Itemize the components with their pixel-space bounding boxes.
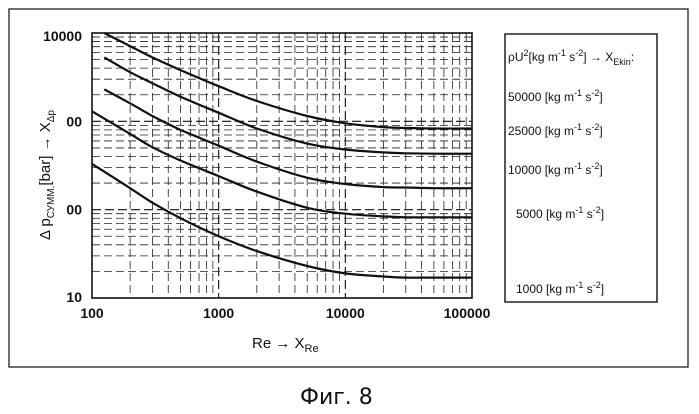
x-axis-label: Re → XRe [252, 335, 319, 355]
y-tick-label: 00 [66, 113, 82, 129]
legend-entry-25000: 25000 [kg m-1 s-2] [508, 122, 603, 138]
x-tick-label: 100 [80, 305, 104, 321]
legend-entry-10000: 10000 [kg m-1 s-2] [508, 161, 603, 177]
series-line-1 [104, 57, 472, 153]
y-tick-label: 10 [66, 289, 82, 305]
y-tick-label: 00 [66, 202, 82, 218]
legend-title: ρU2[kg m-1 s-2] → XEkin: [508, 48, 634, 67]
x-tick-label: 10000 [326, 305, 365, 321]
x-tick-label: 100000 [444, 305, 491, 321]
x-tick-label: 1000 [203, 305, 234, 321]
y-axis-label: Δ pСУММ.[bar] → XΔp [37, 110, 57, 240]
y-tick-label: 10000 [43, 28, 82, 44]
series-line-0 [104, 33, 472, 129]
legend-entry-50000: 50000 [kg m-1 s-2] [508, 88, 603, 104]
figure-caption: Фиг. 8 [300, 385, 373, 410]
legend-entry-5000: 5000 [kg m-1 s-2] [516, 205, 604, 221]
x-tick-labels: 100 1000 10000 100000 [80, 305, 490, 321]
series-line-4 [92, 164, 472, 278]
legend-entry-1000: 1000 [kg m-1 s-2] [516, 280, 604, 296]
curves [92, 33, 472, 278]
